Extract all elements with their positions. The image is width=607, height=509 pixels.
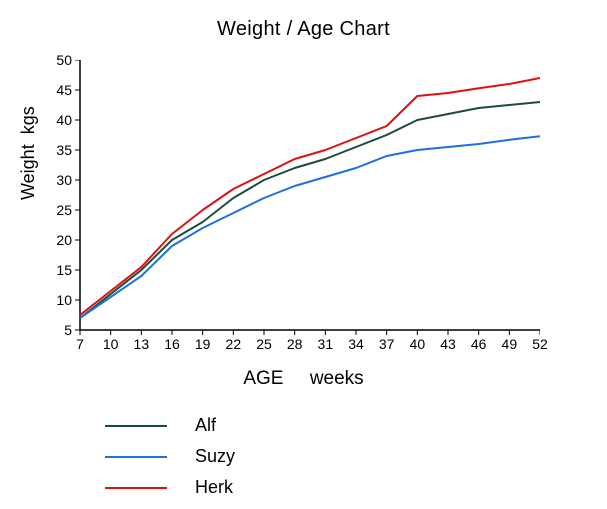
y-tick-label: 50 <box>42 52 72 68</box>
y-tick-label: 35 <box>42 142 72 158</box>
y-tick-label: 45 <box>42 82 72 98</box>
weight-age-chart: Weight / Age Chart Weight kgs 5101520253… <box>0 0 607 509</box>
x-tick-label: 22 <box>221 336 245 352</box>
legend-label: Herk <box>195 477 233 498</box>
x-tick-label: 13 <box>129 336 153 352</box>
x-tick-label: 19 <box>191 336 215 352</box>
x-tick-label: 49 <box>497 336 521 352</box>
y-tick-label: 40 <box>42 112 72 128</box>
legend-item-suzy: Suzy <box>105 446 285 467</box>
y-tick-label: 30 <box>42 172 72 188</box>
y-axis-label: Weight kgs <box>18 106 39 200</box>
x-tick-label: 43 <box>436 336 460 352</box>
x-tick-label: 40 <box>405 336 429 352</box>
x-tick-label: 10 <box>99 336 123 352</box>
chart-title: Weight / Age Chart <box>0 18 607 41</box>
y-tick-label: 15 <box>42 262 72 278</box>
plot-svg <box>74 60 540 336</box>
x-axis-label: AGE weeks <box>0 368 607 390</box>
legend-swatch <box>105 456 167 458</box>
plot-area <box>80 60 540 330</box>
legend-swatch <box>105 425 167 427</box>
legend-swatch <box>105 487 167 489</box>
x-tick-label: 7 <box>68 336 92 352</box>
legend-label: Alf <box>195 415 216 436</box>
series-line-alf <box>80 102 540 318</box>
x-tick-label: 34 <box>344 336 368 352</box>
x-tick-label: 16 <box>160 336 184 352</box>
x-tick-label: 28 <box>283 336 307 352</box>
series-line-herk <box>80 78 540 315</box>
x-tick-label: 37 <box>375 336 399 352</box>
y-tick-label: 25 <box>42 202 72 218</box>
legend-label: Suzy <box>195 446 235 467</box>
x-tick-label: 25 <box>252 336 276 352</box>
legend-item-alf: Alf <box>105 415 285 436</box>
y-tick-label: 10 <box>42 292 72 308</box>
legend: Alf Suzy Herk <box>105 415 525 508</box>
y-tick-label: 20 <box>42 232 72 248</box>
x-tick-label: 46 <box>467 336 491 352</box>
legend-item-herk: Herk <box>105 477 285 498</box>
x-tick-label: 31 <box>313 336 337 352</box>
x-tick-label: 52 <box>528 336 552 352</box>
